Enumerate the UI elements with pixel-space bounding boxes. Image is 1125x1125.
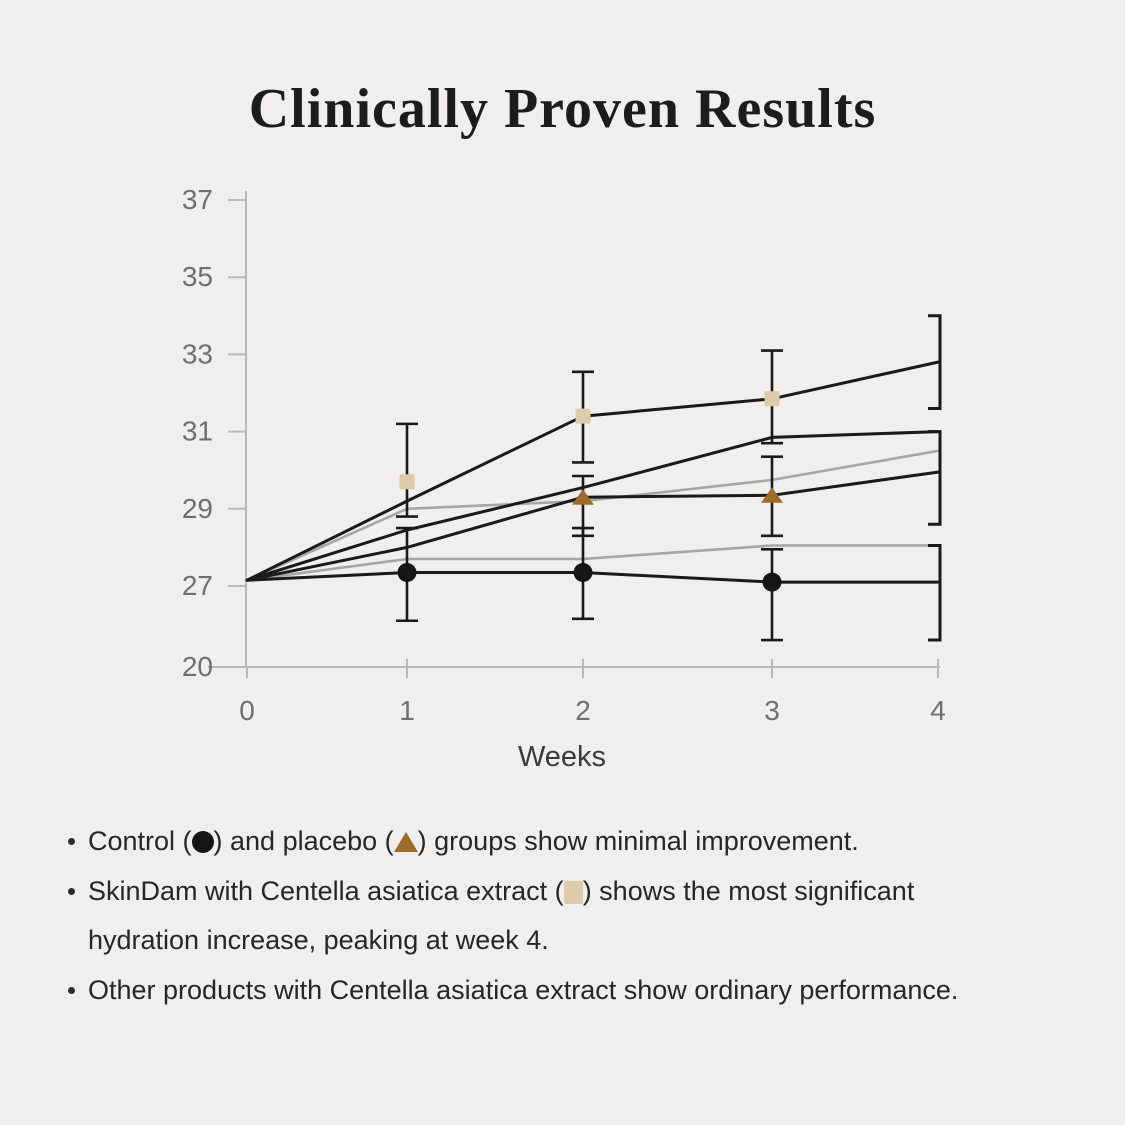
circle-marker-icon: [191, 831, 214, 853]
page-title: Clinically Proven Results: [248, 78, 877, 140]
placebo-marker-triangle: [572, 489, 594, 505]
y-tick-label: 29: [182, 493, 213, 524]
placebo-range-bracket: [928, 430, 942, 526]
other-product-gray-1-line: [245, 449, 940, 582]
x-tick-label: 1: [399, 695, 415, 726]
bullet-item: Other products with Centella asiatica ex…: [60, 966, 965, 1016]
hydration-line-chart: 37 35 33 31 29 27 20 0 1 2 3 4 Weeks: [182, 184, 946, 773]
control-range-bracket: [928, 543, 942, 642]
y-tick-label: 31: [182, 416, 213, 447]
bullet-item: SkinDam with Centella asiatica extract (…: [60, 867, 965, 966]
placebo-marker-triangle: [761, 487, 783, 503]
bullet-text: SkinDam with Centella asiatica extract (…: [88, 875, 915, 956]
bullet-dot-icon: [68, 838, 75, 845]
placebo-line: [245, 470, 940, 582]
x-tick-label: 3: [764, 695, 780, 726]
control-marker-circle: [397, 562, 417, 582]
legend-bullet-list: Control () and placebo () groups show mi…: [60, 817, 965, 1015]
x-axis-title: Weeks: [518, 741, 606, 773]
bullet-dot-icon: [68, 986, 75, 994]
control-line: [245, 571, 940, 584]
triangle-marker-icon: [393, 832, 418, 852]
bullet-item: Control () and placebo () groups show mi…: [60, 817, 965, 867]
x-tick-label: 0: [239, 695, 255, 726]
y-tick-label-break: 20: [182, 651, 213, 682]
control-marker-circle: [762, 572, 782, 592]
square-marker-icon: [563, 880, 583, 904]
skindam-centella-marker-square: [399, 474, 415, 490]
skindam-centella-marker-square: [764, 391, 780, 407]
x-tick-label: 4: [930, 695, 946, 726]
skindam-centella-marker-square: [575, 408, 591, 424]
bullet-text: Control () and placebo () groups show mi…: [88, 826, 859, 856]
bullet-dot-icon: [68, 887, 75, 895]
y-tick-label: 37: [182, 184, 213, 215]
skindam-centella-range-bracket: [928, 314, 942, 410]
bullet-text: Other products with Centella asiatica ex…: [88, 974, 959, 1005]
control-marker-circle: [573, 562, 593, 582]
x-tick-label: 2: [575, 695, 591, 726]
y-tick-label: 33: [182, 338, 213, 369]
y-tick-label: 27: [182, 570, 213, 601]
y-tick-label: 35: [182, 261, 213, 292]
